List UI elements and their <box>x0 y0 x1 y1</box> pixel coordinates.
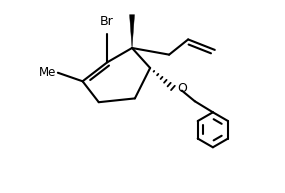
Text: Me: Me <box>39 66 56 79</box>
Text: Br: Br <box>99 15 113 28</box>
Polygon shape <box>130 15 135 48</box>
Text: O: O <box>178 82 188 95</box>
